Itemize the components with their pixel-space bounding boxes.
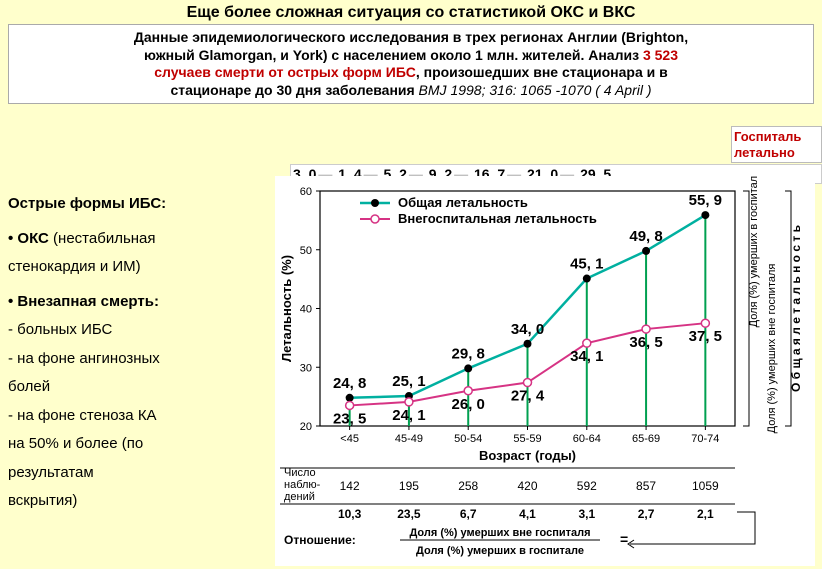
intro-l3red: случаев смерти от острых форм ИБС (154, 64, 416, 80)
svg-text:дений: дений (284, 491, 315, 503)
svg-text:40: 40 (300, 304, 312, 316)
left-text-block: Острые формы ИБС: • ОКС (нестабильная ст… (8, 190, 268, 516)
svg-text:10,3: 10,3 (338, 507, 362, 521)
left-s3d: вскрытия) (8, 487, 268, 516)
svg-text:Доля (%) умерших в госпитале: Доля (%) умерших в госпитале (416, 545, 584, 557)
svg-text:55, 9: 55, 9 (689, 192, 722, 209)
svg-text:55-59: 55-59 (513, 433, 541, 445)
svg-text:70-74: 70-74 (691, 433, 719, 445)
left-h1: Острые формы ИБС: (8, 190, 268, 219)
svg-text:857: 857 (636, 479, 656, 493)
svg-text:34, 0: 34, 0 (511, 321, 544, 338)
chart-svg: 20 30 40 50 60 Летальность (%) <45 45-49 50-54 55… (275, 176, 815, 566)
svg-text:2,7: 2,7 (638, 507, 655, 521)
svg-text:195: 195 (399, 479, 419, 493)
svg-text:37, 5: 37, 5 (689, 328, 722, 345)
svg-text:1059: 1059 (692, 479, 719, 493)
left-i1s: (нестабильная (49, 230, 156, 247)
svg-text:Возраст (годы): Возраст (годы) (479, 448, 576, 463)
svg-text:50-54: 50-54 (454, 433, 482, 445)
side-right-box: Госпиталь летально (731, 126, 822, 163)
svg-text:наблю-: наблю- (284, 479, 321, 491)
svg-text:65-69: 65-69 (632, 433, 660, 445)
intro-box: Данные эпидемиологического исследования … (8, 24, 814, 104)
svg-text:=: = (620, 531, 628, 547)
svg-text:592: 592 (577, 479, 597, 493)
left-s3c: результатам (8, 459, 268, 488)
side-right-l1: Госпиталь (734, 129, 801, 144)
svg-text:258: 258 (458, 479, 478, 493)
svg-text:Доля (%) умерших вне госпиталя: Доля (%) умерших вне госпиталя (766, 264, 778, 434)
svg-text:Отношение:: Отношение: (284, 533, 356, 547)
svg-text:27, 4: 27, 4 (511, 388, 545, 405)
svg-text:45-49: 45-49 (395, 433, 423, 445)
left-s3: - на фоне стеноза КА (8, 402, 268, 431)
left-s2b: болей (8, 373, 268, 402)
left-i1: • ОКС (8, 230, 49, 247)
intro-l1: Данные эпидемиологического исследования … (134, 29, 688, 45)
svg-text:45, 1: 45, 1 (570, 256, 603, 273)
svg-text:26, 0: 26, 0 (452, 396, 485, 413)
svg-text:Летальность (%): Летальность (%) (279, 255, 294, 362)
svg-text:Общая летальность: Общая летальность (398, 195, 528, 210)
svg-text:23, 5: 23, 5 (333, 410, 366, 427)
svg-text:Число: Число (284, 467, 316, 479)
svg-text:60-64: 60-64 (573, 433, 601, 445)
svg-text:29, 8: 29, 8 (452, 345, 485, 362)
svg-text:49, 8: 49, 8 (629, 228, 662, 245)
svg-text:6,7: 6,7 (460, 507, 477, 521)
svg-text:4,1: 4,1 (519, 507, 536, 521)
left-i2: • Внезапная смерть: (8, 288, 268, 317)
intro-l3b: , произошедших вне стационара и в (416, 64, 668, 80)
side-right-l2: летально (734, 145, 795, 160)
svg-text:<45: <45 (340, 433, 359, 445)
svg-text:34, 1: 34, 1 (570, 348, 603, 365)
svg-text:2,1: 2,1 (697, 507, 714, 521)
intro-l2a: южный Glamorgan, и York) с населением ок… (144, 47, 643, 63)
svg-text:3,1: 3,1 (578, 507, 595, 521)
page-title: Еще более сложная ситуация со статистико… (0, 0, 822, 22)
left-s3b: на 50% и более (по (8, 430, 268, 459)
intro-l4a: стационаре до 30 дня заболевания (170, 82, 414, 98)
svg-text:25, 1: 25, 1 (392, 373, 425, 390)
chart-area: 20 30 40 50 60 Летальность (%) <45 45-49 50-54 55… (275, 176, 815, 566)
svg-text:24, 8: 24, 8 (333, 375, 366, 392)
svg-text:Доля (%) умерших вне госпиталя: Доля (%) умерших вне госпиталя (409, 527, 590, 539)
left-s1: - больных ИБС (8, 316, 268, 345)
svg-text:420: 420 (517, 479, 537, 493)
svg-text:24, 1: 24, 1 (392, 407, 425, 424)
svg-text:23,5: 23,5 (397, 507, 421, 521)
svg-text:30: 30 (300, 362, 312, 374)
svg-text:Внегоспитальная летальность: Внегоспитальная летальность (398, 211, 597, 226)
svg-text:20: 20 (300, 421, 312, 433)
svg-text:142: 142 (340, 479, 360, 493)
left-i1s2: стенокардия и ИМ) (8, 253, 268, 282)
svg-text:60: 60 (300, 186, 312, 198)
svg-text:50: 50 (300, 245, 312, 257)
intro-cite: BMJ 1998; 316: 1065 -1070 ( 4 April ) (415, 82, 652, 98)
svg-text:36, 5: 36, 5 (629, 334, 662, 351)
left-s2: - на фоне ангинозных (8, 345, 268, 374)
svg-text:Доля (%) умерших в госпитале: Доля (%) умерших в госпитале (748, 176, 760, 327)
intro-count: 3 523 (643, 47, 678, 63)
